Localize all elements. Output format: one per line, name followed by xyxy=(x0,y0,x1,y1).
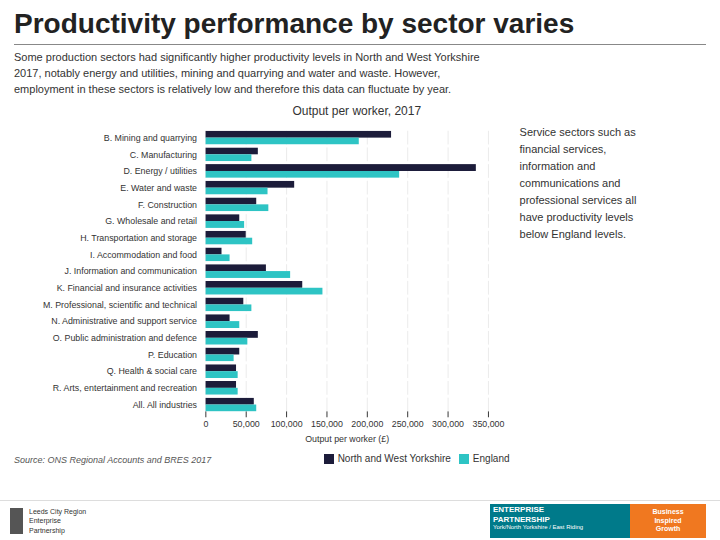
svg-text:E. Water and waste: E. Water and waste xyxy=(120,183,197,193)
svg-text:P. Education: P. Education xyxy=(148,350,197,360)
svg-text:Q. Health & social care: Q. Health & social care xyxy=(107,366,197,376)
svg-text:M. Professional, scientific an: M. Professional, scientific and technica… xyxy=(43,300,197,310)
svg-text:200,000: 200,000 xyxy=(351,419,383,429)
svg-text:O. Public administration and d: O. Public administration and defence xyxy=(53,333,197,343)
html-text:ENTERPRISE: ENTERPRISE xyxy=(493,505,545,514)
html-text:Output per worker, 2017: Output per worker, 2017 xyxy=(292,103,422,118)
svg-text:50,000: 50,000 xyxy=(233,419,260,429)
html-text:Leeds City Region Enterprise P: Leeds City Region Enterprise Partnership xyxy=(29,508,87,534)
svg-text:H. Transportation and storage: H. Transportation and storage xyxy=(80,233,197,243)
svg-text:150,000: 150,000 xyxy=(311,419,343,429)
svg-text:C. Manufacturing: C. Manufacturing xyxy=(130,149,197,159)
svg-text:I. Accommodation and food: I. Accommodation and food xyxy=(90,250,197,260)
html-text:Source: ONS Regional Accounts: Source: ONS Regional Accounts and BRES 2… xyxy=(14,454,212,465)
svg-text:350,000: 350,000 xyxy=(472,419,504,429)
svg-text:R. Arts, entertainment and rec: R. Arts, entertainment and recreation xyxy=(53,383,197,393)
svg-text:B. Mining and quarrying: B. Mining and quarrying xyxy=(104,133,197,143)
html-text:Some production sectors had si: Some production sectors had significantl… xyxy=(14,51,480,95)
svg-text:J. Information and communicati: J. Information and communication xyxy=(65,266,198,276)
html-text:Productivity performance by se: Productivity performance by sector varie… xyxy=(14,8,575,39)
svg-text:100,000: 100,000 xyxy=(271,419,303,429)
svg-text:Output per worker (£): Output per worker (£) xyxy=(305,434,389,444)
html-text:PARTNERSHIP: PARTNERSHIP xyxy=(493,514,550,524)
svg-text:G. Wholesale and retail: G. Wholesale and retail xyxy=(105,216,197,226)
html-text:York/North Yorkshire / East Ri: York/North Yorkshire / East Riding xyxy=(493,524,584,531)
svg-text:All. All industries: All. All industries xyxy=(133,400,198,410)
svg-text:0: 0 xyxy=(203,419,208,429)
svg-text:N. Administrative and support: N. Administrative and support service xyxy=(51,316,197,326)
html-text:Service sectors such as financ: Service sectors such as financial servic… xyxy=(519,125,637,241)
svg-text:F. Construction: F. Construction xyxy=(138,199,197,209)
svg-text:D. Energy / utilities: D. Energy / utilities xyxy=(123,166,197,176)
html-text:North and West Yorkshire: North and West Yorkshire xyxy=(337,453,451,465)
svg-text:300,000: 300,000 xyxy=(432,419,464,429)
svg-text:K. Financial and insurance act: K. Financial and insurance activities xyxy=(57,283,198,293)
html-text:Business Inspired Growth: Business Inspired Growth xyxy=(652,508,684,533)
html-text:England: England xyxy=(472,453,510,465)
svg-text:250,000: 250,000 xyxy=(392,419,424,429)
